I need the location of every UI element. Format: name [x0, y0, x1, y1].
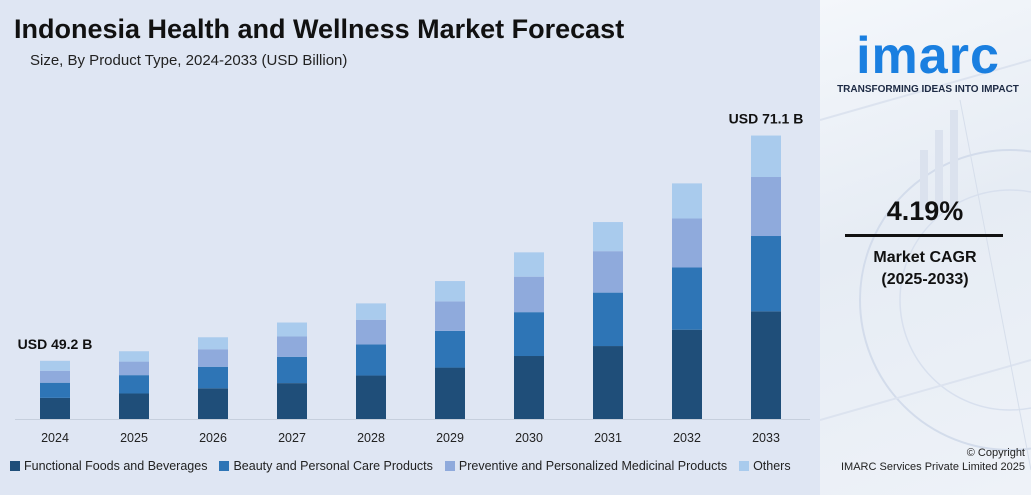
- legend-item-preventive-personalized: Preventive and Personalized Medicinal Pr…: [444, 459, 728, 473]
- bar-segment-2027-series-1: [277, 356, 307, 384]
- x-tick-label-2031: 2031: [594, 431, 622, 445]
- x-tick-label-2024: 2024: [41, 431, 69, 445]
- chart-panel: Indonesia Health and Wellness Market For…: [0, 0, 820, 495]
- bar-segment-2032-series-2: [672, 218, 702, 268]
- bar-segment-2027-series-2: [277, 336, 307, 357]
- x-tick-label-2030: 2030: [515, 431, 543, 445]
- bar-segment-2027-series-0: [277, 383, 307, 419]
- x-tick-label-2033: 2033: [752, 431, 780, 445]
- chart-title: Indonesia Health and Wellness Market For…: [14, 14, 625, 44]
- cagr-divider: [845, 234, 1003, 237]
- bar-segment-2025-series-0: [119, 393, 149, 419]
- total-annotation-2033: USD 71.1 B: [729, 111, 804, 127]
- legend-swatch-preventive-personalized: [444, 461, 455, 471]
- x-tick-label-2028: 2028: [357, 431, 385, 445]
- bar-segment-2033-series-3: [751, 135, 781, 178]
- bar-segment-2033-series-0: [751, 311, 781, 419]
- bar-segment-2029-series-1: [435, 330, 465, 368]
- legend-item-beauty-personal-care: Beauty and Personal Care Products: [219, 459, 433, 473]
- copyright-line2: IMARC Services Private Limited 2025: [840, 461, 1025, 473]
- bar-segment-2031-series-0: [593, 346, 623, 419]
- bar-segment-2032-series-0: [672, 329, 702, 419]
- bar-segment-2029-series-0: [435, 367, 465, 419]
- bar-segment-2030-series-2: [514, 276, 544, 313]
- chart-legend: Functional Foods and Beverages Beauty an…: [10, 459, 791, 473]
- bar-segment-2024-series-2: [40, 370, 70, 383]
- x-tick-label-2032: 2032: [673, 431, 701, 445]
- total-annotation-2024: USD 49.2 B: [18, 336, 93, 352]
- copyright-line1: © Copyright: [966, 447, 1025, 459]
- cagr-label-line1: Market CAGR: [873, 249, 977, 266]
- bar-segment-2033-series-2: [751, 177, 781, 237]
- bar-segment-2030-series-0: [514, 356, 544, 419]
- legend-label-beauty-personal-care: Beauty and Personal Care Products: [233, 459, 433, 473]
- bar-segment-2028-series-1: [356, 344, 386, 376]
- legend-item-others: Others: [739, 459, 791, 473]
- legend-label-preventive-personalized: Preventive and Personalized Medicinal Pr…: [458, 459, 728, 473]
- bar-segment-2031-series-2: [593, 251, 623, 293]
- bar-segment-2032-series-3: [672, 183, 702, 219]
- legend-item-functional-foods: Functional Foods and Beverages: [10, 459, 207, 473]
- cagr-label: Market CAGR (2025-2033): [845, 247, 1005, 291]
- bar-segment-2026-series-3: [198, 337, 228, 350]
- logo-tagline: TRANSFORMING IDEAS INTO IMPACT: [837, 84, 1019, 95]
- imarc-logo: imarc TRANSFORMING IDEAS INTO IMPACT: [830, 30, 1026, 95]
- bar-segment-2030-series-1: [514, 312, 544, 357]
- stacked-bar-chart: 2024 2025 2026 2027 2028 2029 2030 2031 2032 2033…: [15, 111, 810, 445]
- bar-segment-2029-series-3: [435, 281, 465, 302]
- bar-segment-2033-series-1: [751, 236, 781, 312]
- bar-segment-2026-series-1: [198, 366, 228, 389]
- x-tick-label-2029: 2029: [436, 431, 464, 445]
- background-chart-decoration: [820, 59, 1031, 471]
- bar-segment-2025-series-1: [119, 375, 149, 394]
- bar-segment-2028-series-0: [356, 375, 386, 419]
- legend-label-others: Others: [753, 459, 791, 473]
- bar-segment-2026-series-0: [198, 388, 228, 419]
- bar-segment-2031-series-3: [593, 222, 623, 252]
- bar-segment-2031-series-1: [593, 292, 623, 347]
- legend-swatch-beauty-personal-care: [219, 461, 230, 471]
- x-tick-label-2027: 2027: [278, 431, 306, 445]
- bar-segment-2028-series-2: [356, 319, 386, 345]
- bar-segment-2027-series-3: [277, 322, 307, 337]
- x-tick-label-2026: 2026: [199, 431, 227, 445]
- chart-subtitle: Size, By Product Type, 2024-2033 (USD Bi…: [30, 52, 348, 69]
- bar-segment-2025-series-2: [119, 361, 149, 376]
- legend-swatch-functional-foods: [10, 461, 20, 471]
- bar-segment-2029-series-2: [435, 301, 465, 331]
- bar-segment-2025-series-3: [119, 351, 149, 362]
- side-panel: imarc TRANSFORMING IDEAS INTO IMPACT 4.1…: [820, 0, 1031, 495]
- legend-swatch-others: [739, 461, 750, 471]
- bar-segment-2030-series-3: [514, 252, 544, 277]
- bar-segment-2024-series-1: [40, 382, 70, 398]
- cagr-value: 4.19%: [886, 196, 964, 226]
- logo-wordmark: imarc: [856, 27, 1000, 85]
- bar-segment-2024-series-3: [40, 360, 70, 371]
- bar-segment-2026-series-2: [198, 349, 228, 367]
- bar-segment-2028-series-3: [356, 303, 386, 320]
- legend-label-functional-foods: Functional Foods and Beverages: [24, 459, 208, 473]
- cagr-label-line2: (2025-2033): [881, 271, 969, 288]
- bar-segment-2024-series-0: [40, 397, 70, 419]
- bar-segment-2032-series-1: [672, 267, 702, 330]
- copyright-notice: © Copyright IMARC Services Private Limit…: [820, 446, 1025, 474]
- x-tick-label-2025: 2025: [120, 431, 148, 445]
